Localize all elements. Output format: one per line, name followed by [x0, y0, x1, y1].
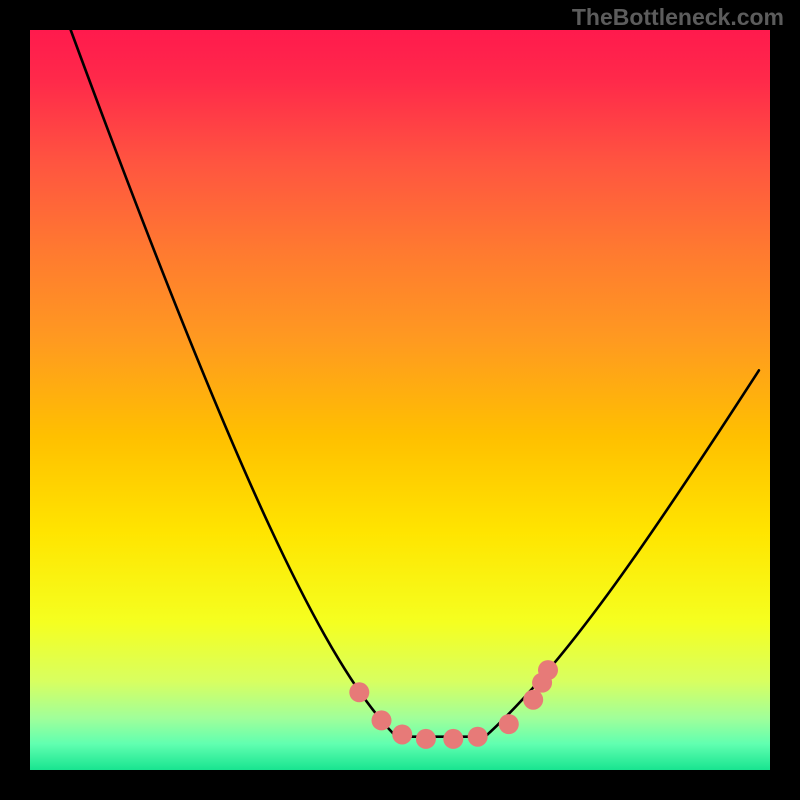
curve-marker	[416, 729, 436, 749]
curve-marker	[499, 714, 519, 734]
plot-background	[30, 30, 770, 770]
watermark-text: TheBottleneck.com	[572, 4, 784, 31]
curve-marker	[523, 690, 543, 710]
curve-marker	[468, 727, 488, 747]
curve-marker	[392, 724, 412, 744]
bottleneck-curve-chart	[0, 0, 800, 800]
curve-marker	[372, 710, 392, 730]
curve-marker	[349, 682, 369, 702]
curve-marker	[443, 729, 463, 749]
chart-frame: TheBottleneck.com	[0, 0, 800, 800]
curve-marker	[538, 660, 558, 680]
